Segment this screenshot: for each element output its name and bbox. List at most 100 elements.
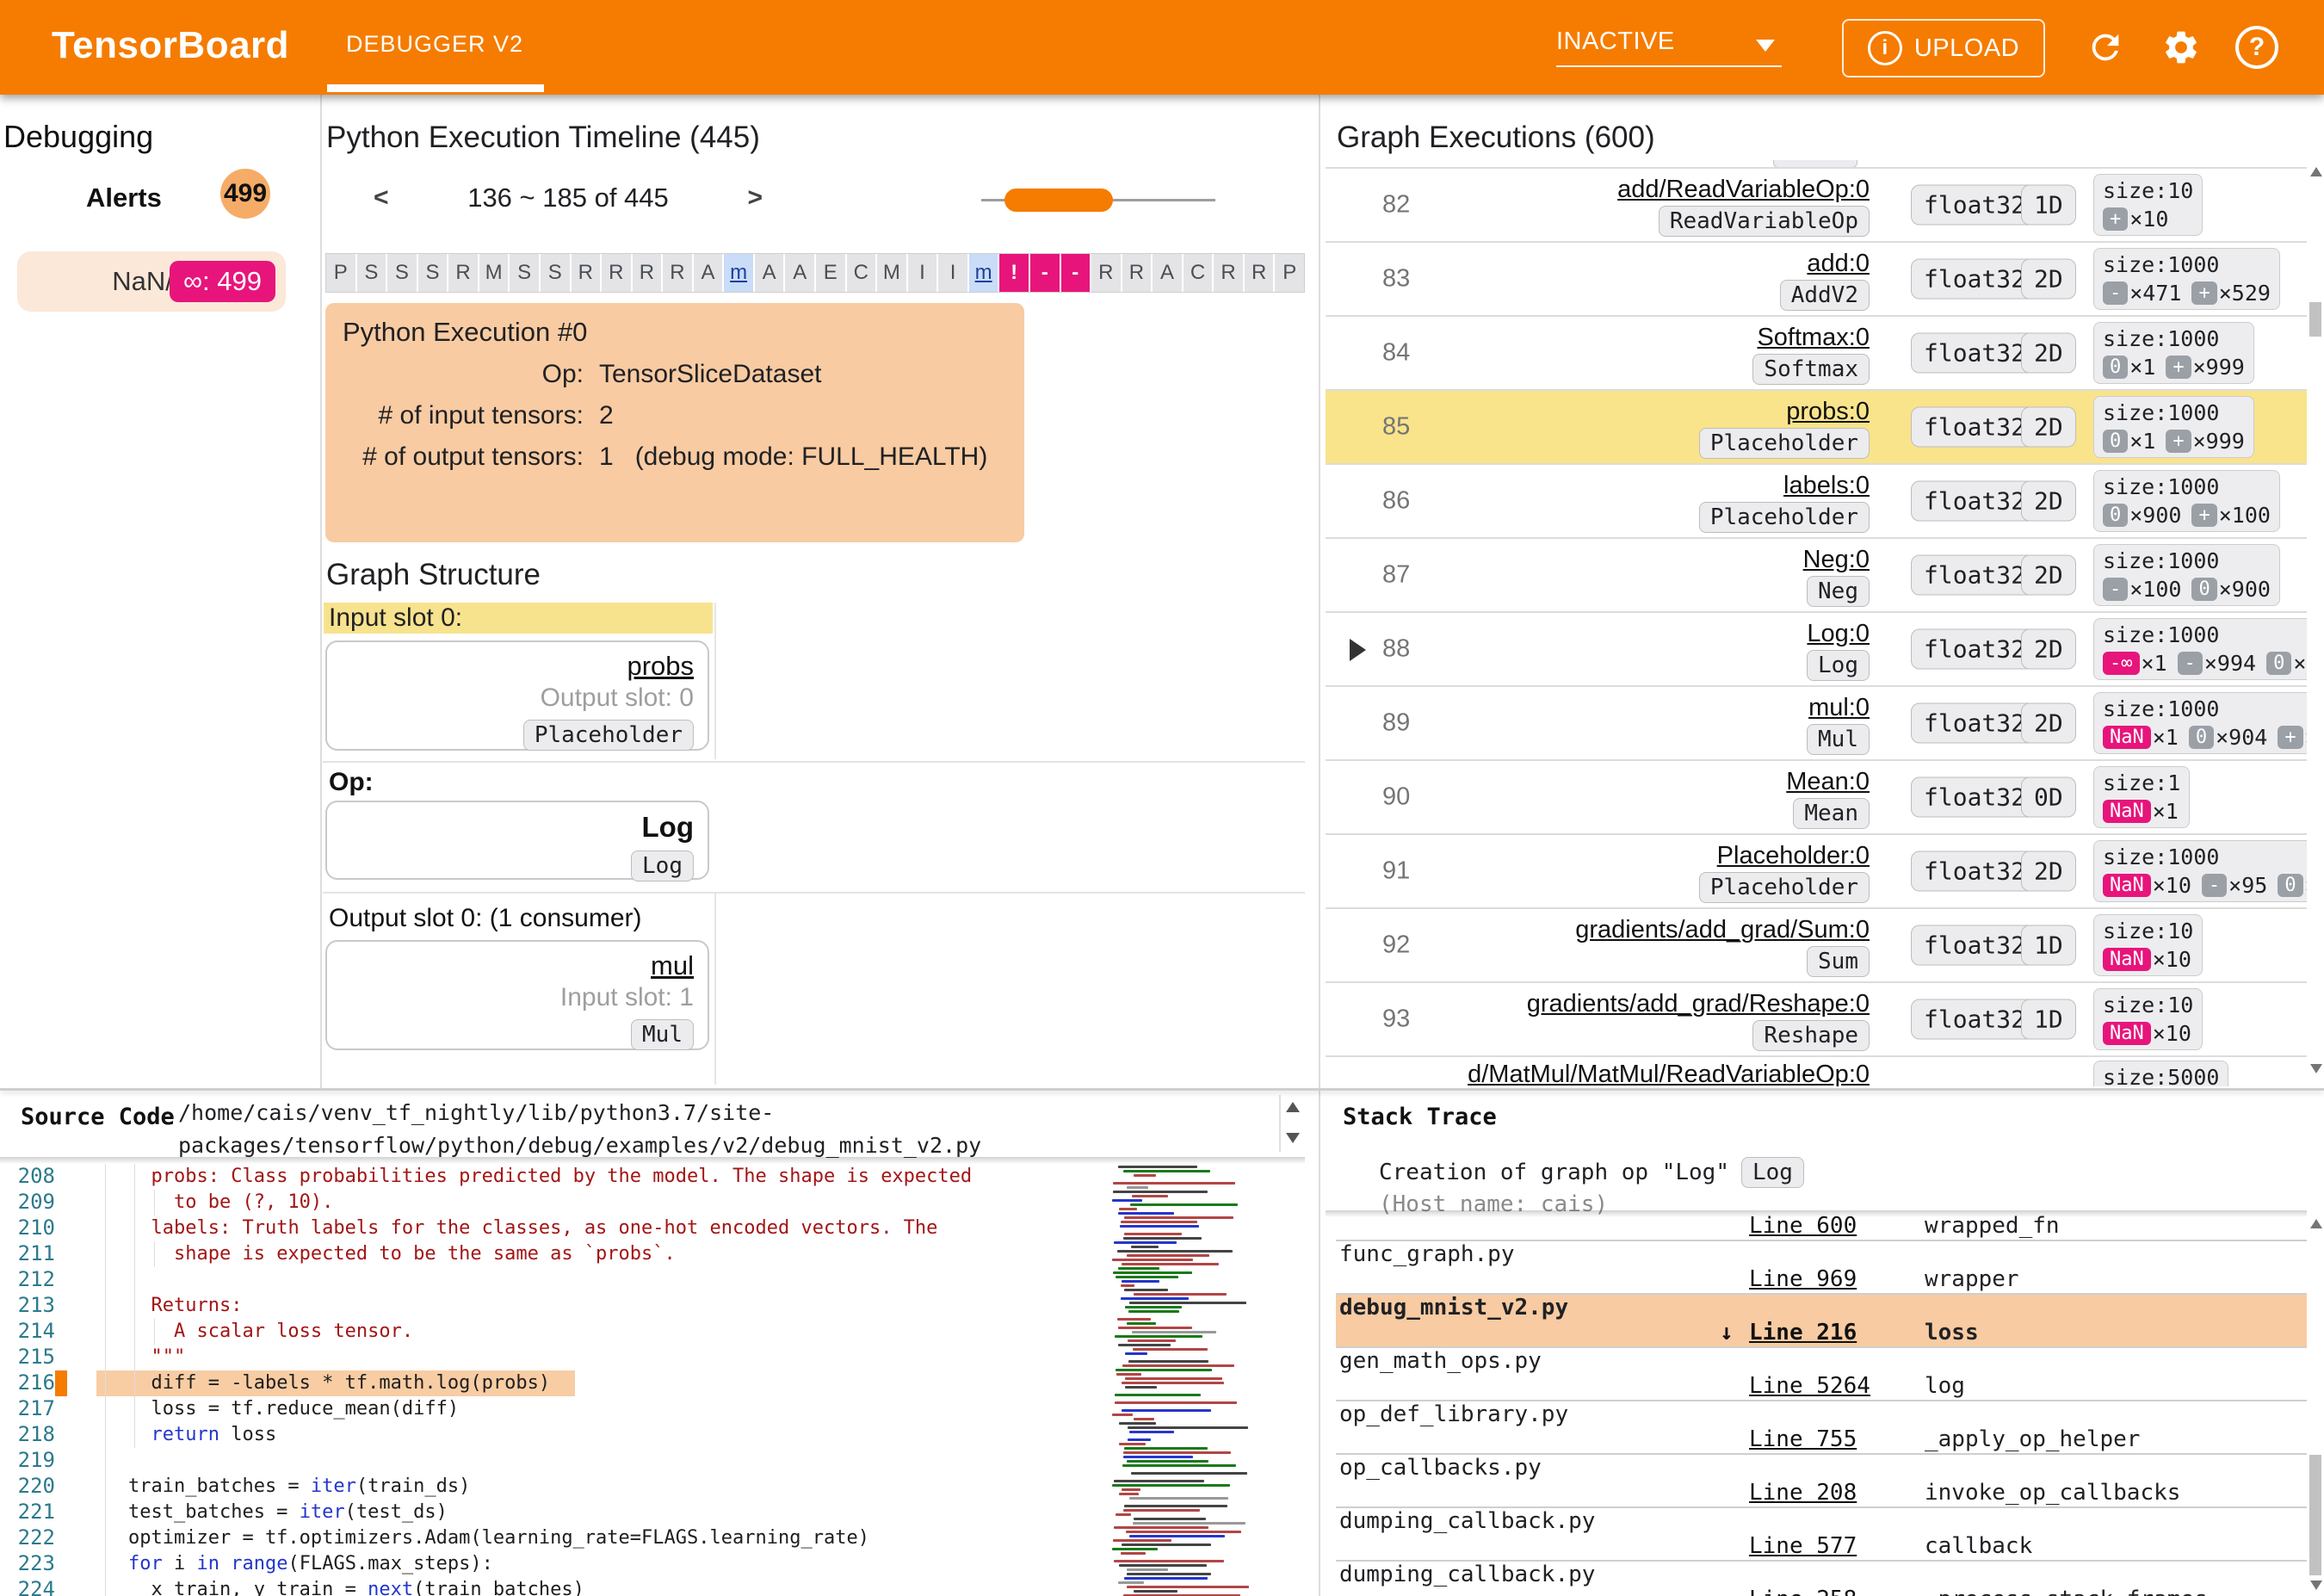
code-line[interactable]: 215 """ <box>0 1345 1305 1370</box>
graph-node-card-mul[interactable]: mul Input slot: 1 Mul <box>325 940 709 1050</box>
expand-arrow-icon[interactable] <box>1350 639 1366 661</box>
code-line[interactable]: 218 return loss <box>0 1422 1305 1448</box>
scroll-down-icon[interactable] <box>1286 1133 1300 1143</box>
line-number[interactable]: 224 <box>17 1577 55 1596</box>
tensor-name-link[interactable]: add/ReadVariableOp:0 <box>1617 176 1870 203</box>
upload-button[interactable]: UPLOAD <box>1842 19 2045 77</box>
code-line[interactable]: 216 diff = -labels * tf.math.log(probs) <box>0 1370 1305 1396</box>
nan-inf-alert-item[interactable]: NaN/ ∞: 499 <box>17 251 286 312</box>
code-line[interactable]: 221 test_batches = iter(test_ds) <box>0 1500 1305 1525</box>
timeline-cell[interactable]: - <box>1029 254 1060 292</box>
code-minimap[interactable] <box>1109 1164 1284 1596</box>
line-number[interactable]: 215 <box>17 1345 55 1369</box>
node-link-probs[interactable]: probs <box>627 651 694 681</box>
timeline-cell[interactable]: R <box>1122 254 1152 292</box>
line-number[interactable]: 220 <box>17 1474 55 1498</box>
line-number[interactable]: 221 <box>17 1500 55 1524</box>
scroll-up-icon[interactable] <box>2310 1219 2322 1228</box>
line-number[interactable]: 212 <box>17 1267 55 1291</box>
line-number[interactable]: 218 <box>17 1422 55 1446</box>
stack-frame[interactable]: op_def_library.py Line 755 _apply_op_helpe… <box>1336 1401 2307 1455</box>
timeline-cell[interactable]: R <box>1244 254 1274 292</box>
prev-page-button[interactable]: < <box>374 183 389 212</box>
stack-line-link[interactable]: Line 969 <box>1749 1266 1857 1292</box>
code-line[interactable]: 214 A scalar loss tensor. <box>0 1319 1305 1345</box>
graph-execution-row[interactable]: 85 probs:0 Placeholder float32 2D size:1000 0 ×… <box>1326 389 2307 463</box>
stack-line-link[interactable]: Line 755 <box>1749 1426 1857 1452</box>
timeline-cell[interactable]: P <box>1275 254 1304 292</box>
timeline-cell[interactable]: S <box>510 254 539 292</box>
graph-execution-row[interactable]: 87 Neg:0 Neg float32 2D size:1000 - ×100 0 ×900 <box>1326 537 2307 611</box>
code-line[interactable]: 220 train_batches = iter(train_ds) <box>0 1474 1305 1500</box>
graph-execution-row[interactable]: 93 gradients/add_grad/Reshape:0 Reshape flo… <box>1326 981 2307 1055</box>
node-link-mul[interactable]: mul <box>651 950 694 980</box>
graph-execution-row[interactable]: 92 gradients/add_grad/Sum:0 Sum float32 1D si… <box>1326 907 2307 981</box>
code-line[interactable]: 210 labels: Truth labels for the classes… <box>0 1216 1305 1241</box>
scrollbar-thumb[interactable] <box>2309 1455 2321 1575</box>
code-line[interactable]: 213 Returns: <box>0 1293 1305 1319</box>
tensor-name-link[interactable]: labels:0 <box>1783 472 1870 499</box>
graph-executions-scrollbar[interactable] <box>2309 160 2324 1086</box>
line-number[interactable]: 210 <box>17 1216 55 1240</box>
scroll-down-icon[interactable] <box>2310 1064 2322 1073</box>
tensor-name-link[interactable]: add:0 <box>1807 250 1870 277</box>
stack-line-link[interactable]: Line 5264 <box>1749 1373 1870 1399</box>
line-number[interactable]: 209 <box>17 1190 55 1214</box>
scrollbar-thumb[interactable] <box>2309 302 2321 337</box>
timeline-cell[interactable]: I <box>938 254 967 292</box>
timeline-cell[interactable]: A <box>693 254 723 292</box>
code-line[interactable]: 212 <box>0 1267 1305 1293</box>
code-line[interactable]: 209 to be (?, 10). <box>0 1190 1305 1216</box>
graph-node-card-probs[interactable]: probs Output slot: 0 Placeholder <box>325 640 709 751</box>
next-page-button[interactable]: > <box>747 183 763 212</box>
timeline-cell[interactable]: M <box>479 254 509 292</box>
stack-line-link[interactable]: Line 600 <box>1749 1213 1857 1239</box>
graph-execution-row[interactable]: 90 Mean:0 Mean float32 0D size:1 NaN ×1 <box>1326 759 2307 833</box>
tensor-name-link[interactable]: Neg:0 <box>1802 546 1870 573</box>
timeline-cell[interactable]: M <box>877 254 906 292</box>
source-header-scroll[interactable] <box>1286 1102 1300 1143</box>
timeline-cell[interactable]: R <box>602 254 631 292</box>
stack-frame[interactable]: dumping_callback.py Line 577 callback <box>1336 1508 2307 1562</box>
alerts-label[interactable]: Alerts <box>86 182 162 213</box>
stack-line-link[interactable]: Line 216 <box>1749 1320 1857 1345</box>
tensor-name-link[interactable]: mul:0 <box>1808 694 1870 721</box>
graph-execution-row[interactable]: 83 add:0 AddV2 float32 2D size:1000 - ×471 + ×529 <box>1326 241 2307 315</box>
stack-frame[interactable]: dumping_callback.py Line 258 _process_stac… <box>1336 1562 2307 1596</box>
line-number[interactable]: 214 <box>17 1319 55 1343</box>
timeline-cell[interactable]: S <box>356 254 386 292</box>
timeline-cell[interactable]: m <box>968 254 998 292</box>
timeline-cell[interactable]: A <box>785 254 814 292</box>
code-line[interactable]: 208 probs: Class probabilities predicted… <box>0 1164 1305 1190</box>
line-number[interactable]: 216 <box>17 1370 55 1395</box>
timeline-cell[interactable]: C <box>1183 254 1213 292</box>
line-number[interactable]: 208 <box>17 1164 55 1188</box>
timeline-cell[interactable]: C <box>846 254 876 292</box>
line-number[interactable]: 223 <box>17 1551 55 1575</box>
refresh-icon[interactable] <box>2084 26 2127 69</box>
stack-frame[interactable]: Line 600 wrapped_fn <box>1336 1212 2307 1241</box>
code-line[interactable]: 222 optimizer = tf.optimizers.Adam(learni… <box>0 1525 1305 1551</box>
stack-line-link[interactable]: Line 577 <box>1749 1533 1857 1559</box>
timeline-cell[interactable]: S <box>387 254 417 292</box>
graph-execution-row-partial[interactable]: d/MatMul/MatMul/ReadVariableOp:0 size:500… <box>1326 1055 2307 1086</box>
timeline-slider-thumb[interactable] <box>1004 189 1113 212</box>
help-icon[interactable] <box>2235 26 2278 69</box>
graph-execution-row[interactable]: 91 Placeholder:0 Placeholder float32 2D size:… <box>1326 833 2307 907</box>
code-line[interactable]: 211 shape is expected to be the same as … <box>0 1241 1305 1267</box>
tensor-name-link[interactable]: probs:0 <box>1786 398 1870 425</box>
tensor-name-link[interactable]: Log:0 <box>1807 620 1870 647</box>
stack-frame[interactable]: func_graph.py Line 969 wrapper <box>1336 1241 2307 1295</box>
line-number[interactable]: 217 <box>17 1396 55 1420</box>
line-number[interactable]: 219 <box>17 1448 55 1472</box>
line-number[interactable]: 213 <box>17 1293 55 1317</box>
line-number[interactable]: 211 <box>17 1241 55 1265</box>
timeline-cell[interactable]: P <box>326 254 355 292</box>
timeline-cell[interactable]: m <box>724 254 753 292</box>
stack-frame[interactable]: op_callbacks.py Line 208 invoke_op_callbac… <box>1336 1455 2307 1508</box>
line-number[interactable]: 222 <box>17 1525 55 1550</box>
graph-execution-row[interactable]: 89mul:0Mulfloat322Dsize:1000NaN×10×904+×… <box>1326 685 2307 759</box>
tensor-name-link[interactable]: Softmax:0 <box>1757 324 1870 351</box>
timeline-cell[interactable]: R <box>663 254 692 292</box>
run-status-dropdown[interactable]: INACTIVE <box>1556 21 1782 65</box>
